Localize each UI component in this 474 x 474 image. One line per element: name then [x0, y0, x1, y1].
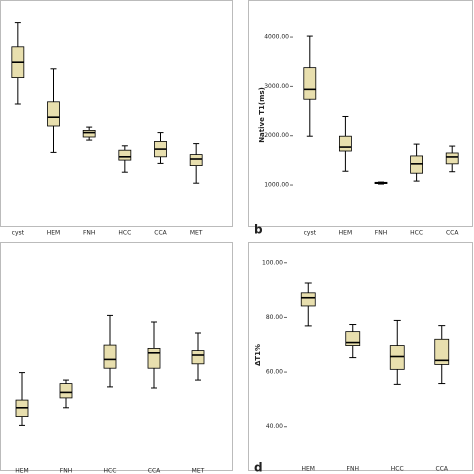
panel-frame — [248, 242, 473, 471]
box — [389, 345, 405, 370]
x-tick-label: HEM — [302, 466, 315, 473]
box — [147, 347, 161, 369]
x-tick-label: CCA — [154, 230, 167, 237]
x-tick-label: HCC — [104, 468, 117, 474]
x-tick-label: MET — [190, 230, 203, 237]
box — [300, 292, 316, 307]
box — [434, 338, 450, 365]
x-tick-label: cyst — [304, 230, 317, 237]
x-tick-label: HEM — [15, 468, 28, 474]
x-tick-label: MET — [192, 468, 205, 474]
x-tick-label: HCC — [410, 230, 423, 237]
x-tick-label: CCA — [148, 468, 161, 474]
x-tick-label: CCA — [436, 466, 449, 473]
x-tick-label: HEM — [47, 230, 60, 237]
x-tick-label: FNH — [83, 230, 95, 237]
box — [191, 350, 205, 365]
x-tick-label: HCC — [391, 466, 404, 473]
panel-label: b — [254, 223, 263, 237]
y-tick-label: 2000.00 — [264, 132, 289, 139]
x-tick-label: FNH — [375, 230, 387, 237]
box — [303, 67, 317, 100]
panel-label: d — [254, 461, 263, 474]
box — [118, 149, 132, 161]
box — [82, 129, 96, 138]
y-axis-label: ΔT1% — [254, 344, 262, 366]
panel-frame — [0, 242, 233, 471]
y-axis-label: Native T1(ms) — [258, 87, 266, 143]
box — [47, 101, 60, 127]
box — [189, 154, 203, 167]
y-tick-label: 40.00 — [266, 423, 283, 430]
y-tick-label: 100.00 — [262, 259, 283, 266]
x-tick-label: FNH — [347, 466, 359, 473]
box — [59, 383, 73, 399]
y-tick-label: 80.00 — [266, 314, 283, 321]
y-tick-label: 3000.00 — [264, 83, 289, 90]
panel-frame — [248, 0, 473, 227]
box — [445, 152, 459, 165]
y-tick-label: 4000.00 — [264, 34, 289, 41]
y-tick-label: 60.00 — [266, 369, 283, 376]
panel-frame — [0, 0, 233, 227]
box — [103, 344, 117, 369]
x-tick-label: CCA — [446, 230, 459, 237]
x-tick-label: HEM — [339, 230, 352, 237]
x-tick-label: cyst — [12, 230, 25, 237]
y-tick-label: 1000.00 — [264, 182, 289, 189]
x-tick-label: FNH — [60, 468, 72, 474]
x-tick-label: HCC — [118, 230, 131, 237]
box — [345, 331, 361, 346]
box — [338, 135, 352, 152]
